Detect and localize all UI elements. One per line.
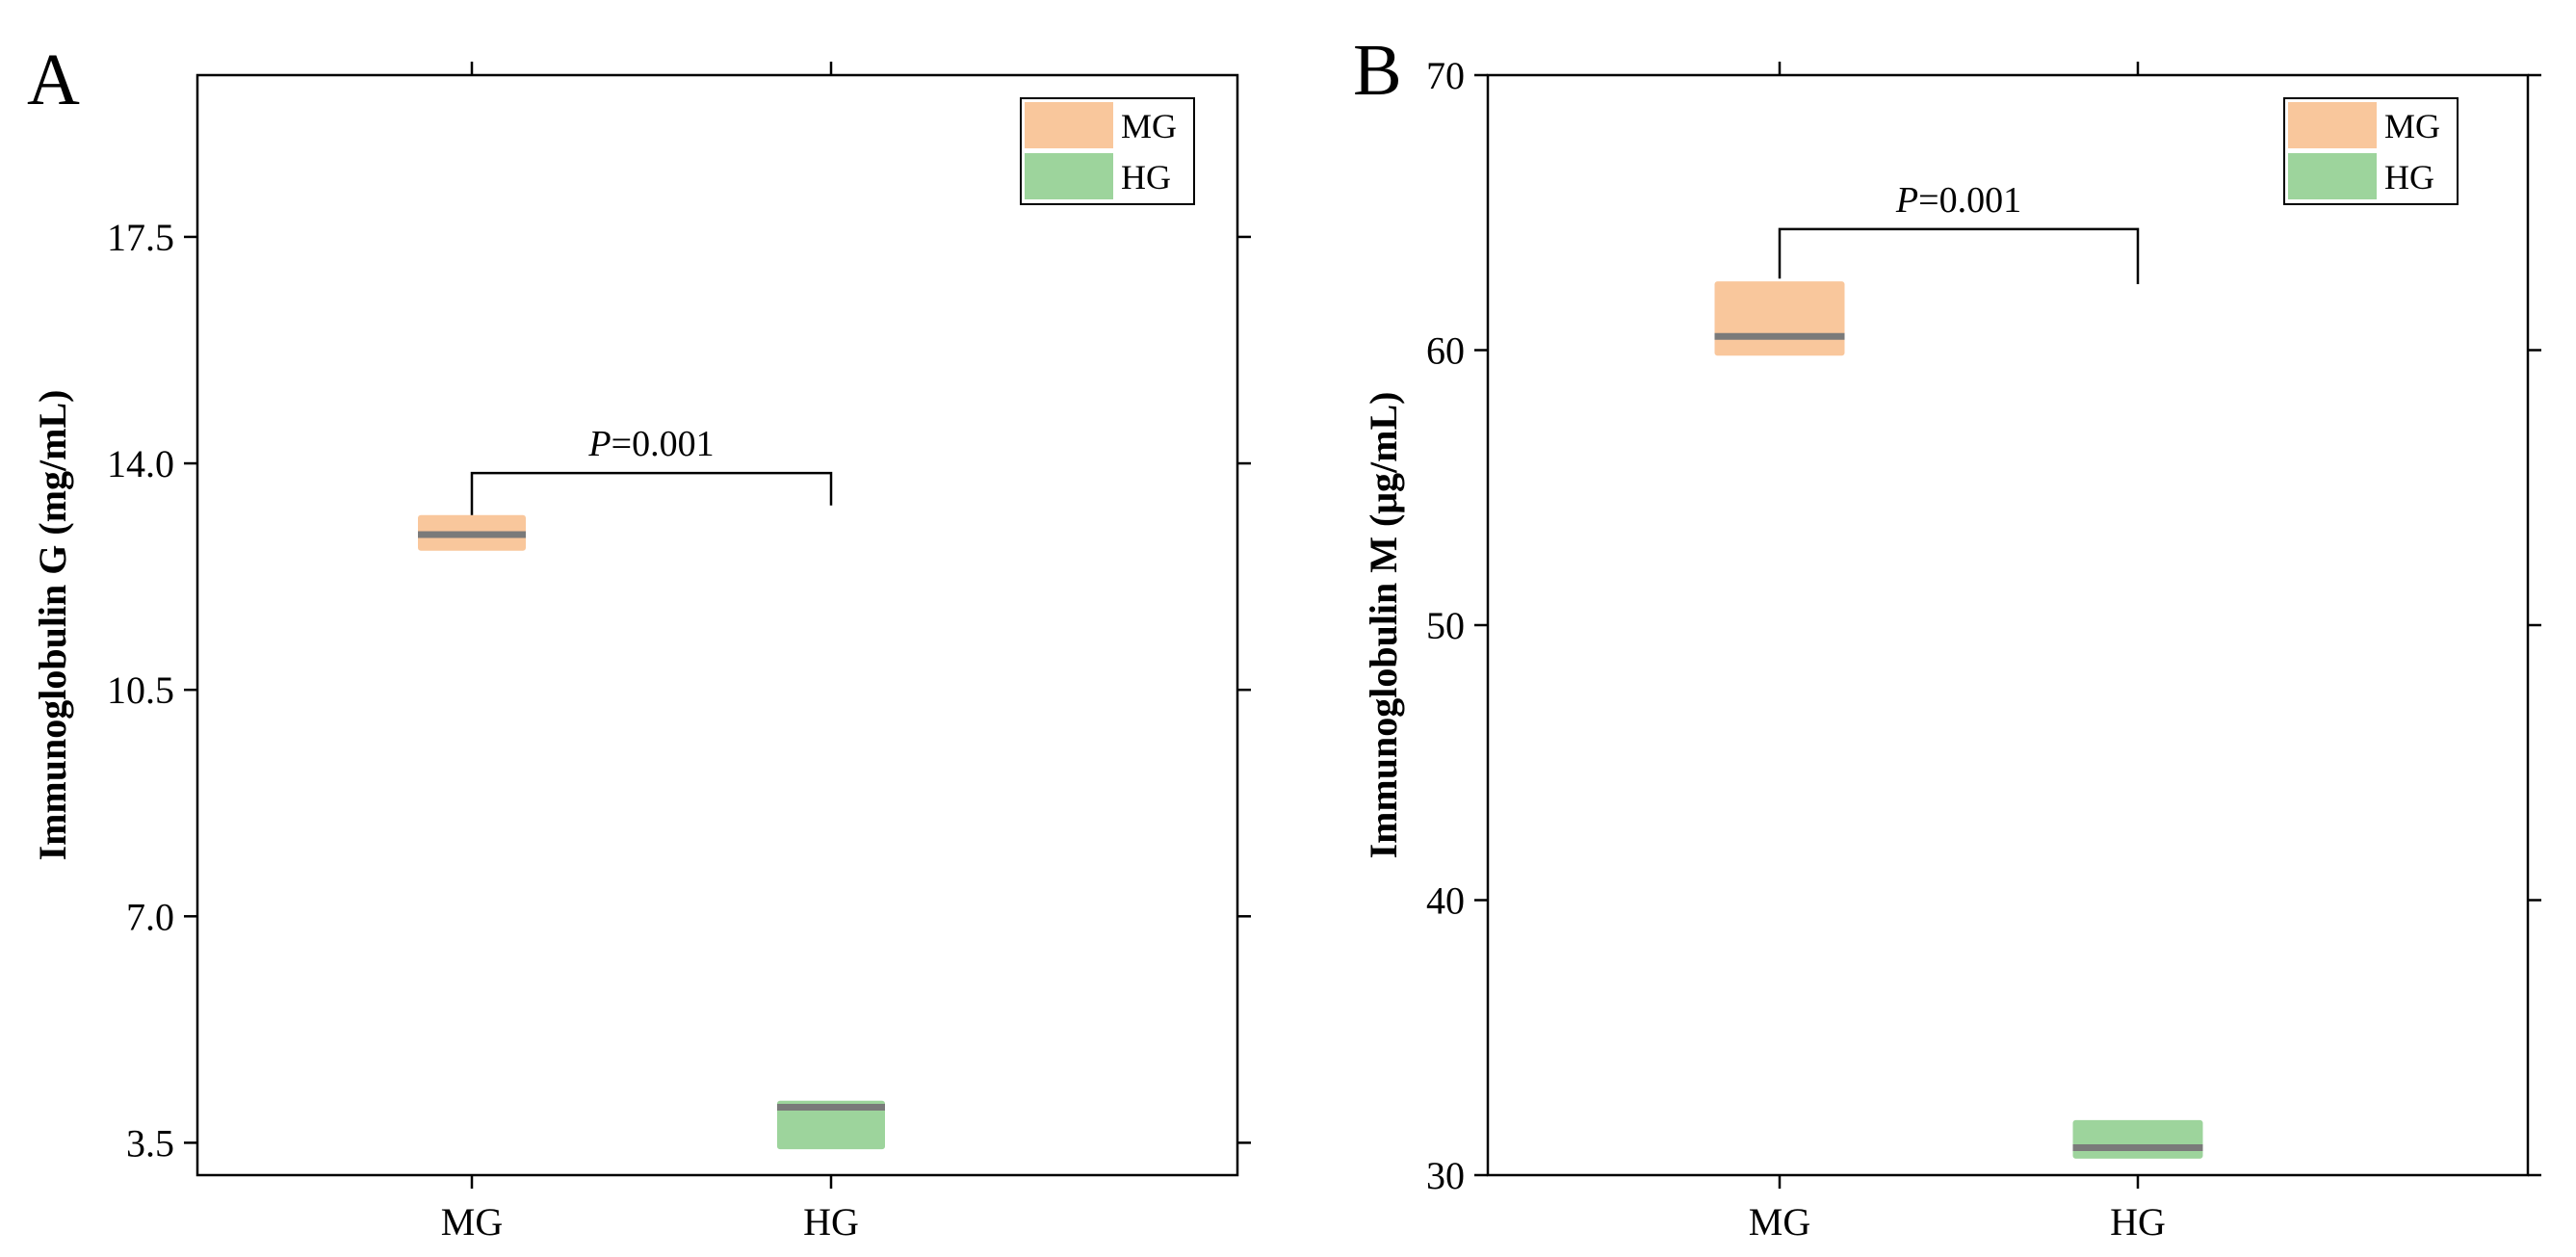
panel-label: B	[1353, 30, 1402, 111]
p-symbol: P	[587, 424, 611, 464]
y-tick-label: 7.0	[126, 895, 174, 938]
x-tick-label: HG	[2110, 1200, 2166, 1244]
x-tick-label: MG	[1749, 1200, 1810, 1244]
p-value-label: P=0.001	[1895, 180, 2021, 221]
y-tick-label: 10.5	[107, 668, 174, 712]
significance-bracket	[470, 471, 833, 515]
p-value: =0.001	[1918, 180, 2021, 221]
y-tick-label: 17.5	[107, 216, 174, 259]
legend: MG HG	[2283, 97, 2459, 205]
y-tick-label: 30	[1426, 1154, 1465, 1197]
box-mg	[1714, 281, 1845, 356]
y-tick-label: 50	[1426, 604, 1465, 647]
x-tick-label: HG	[803, 1200, 859, 1244]
legend-label-mg: MG	[1121, 107, 1177, 145]
legend-label-mg: MG	[2384, 107, 2440, 145]
box-hg	[777, 1100, 885, 1150]
y-axis-title: Immunoglobulin M (μg/mL)	[1362, 392, 1405, 859]
y-tick-label: 70	[1426, 54, 1465, 97]
p-value-label: P=0.001	[587, 424, 714, 464]
y-tick-label: 60	[1426, 329, 1465, 373]
legend-swatch-mg	[2288, 102, 2377, 148]
y-axis-title: Immunoglobulin G (mg/mL)	[31, 390, 74, 861]
plot-frame	[195, 73, 1239, 1177]
x-tick-label: MG	[441, 1200, 503, 1244]
panel-b: 30 40 50 60 70 MG HG Immunoglobulin M (μg/mL) B M…	[1353, 30, 2541, 1244]
legend-label-hg: HG	[1121, 158, 1171, 196]
y-tick-label: 40	[1426, 879, 1465, 923]
p-symbol: P	[1895, 180, 1918, 221]
panel-label: A	[27, 39, 80, 120]
y-tick-label: 14.0	[107, 442, 174, 485]
y-tick-label: 3.5	[126, 1121, 174, 1165]
legend-swatch-mg	[1025, 102, 1113, 148]
legend: MG HG	[1020, 97, 1195, 205]
significance-bracket	[1778, 227, 2140, 284]
legend-swatch-hg	[1025, 153, 1113, 199]
p-value: =0.001	[611, 424, 715, 464]
panel-a: 3.5 7.0 10.5 14.0 17.5 MG HG Immunoglobulin G (…	[27, 39, 1251, 1244]
legend-swatch-hg	[2288, 153, 2377, 199]
box-hg	[2072, 1119, 2203, 1159]
legend-label-hg: HG	[2384, 158, 2434, 196]
plot-frame	[1486, 73, 2530, 1177]
